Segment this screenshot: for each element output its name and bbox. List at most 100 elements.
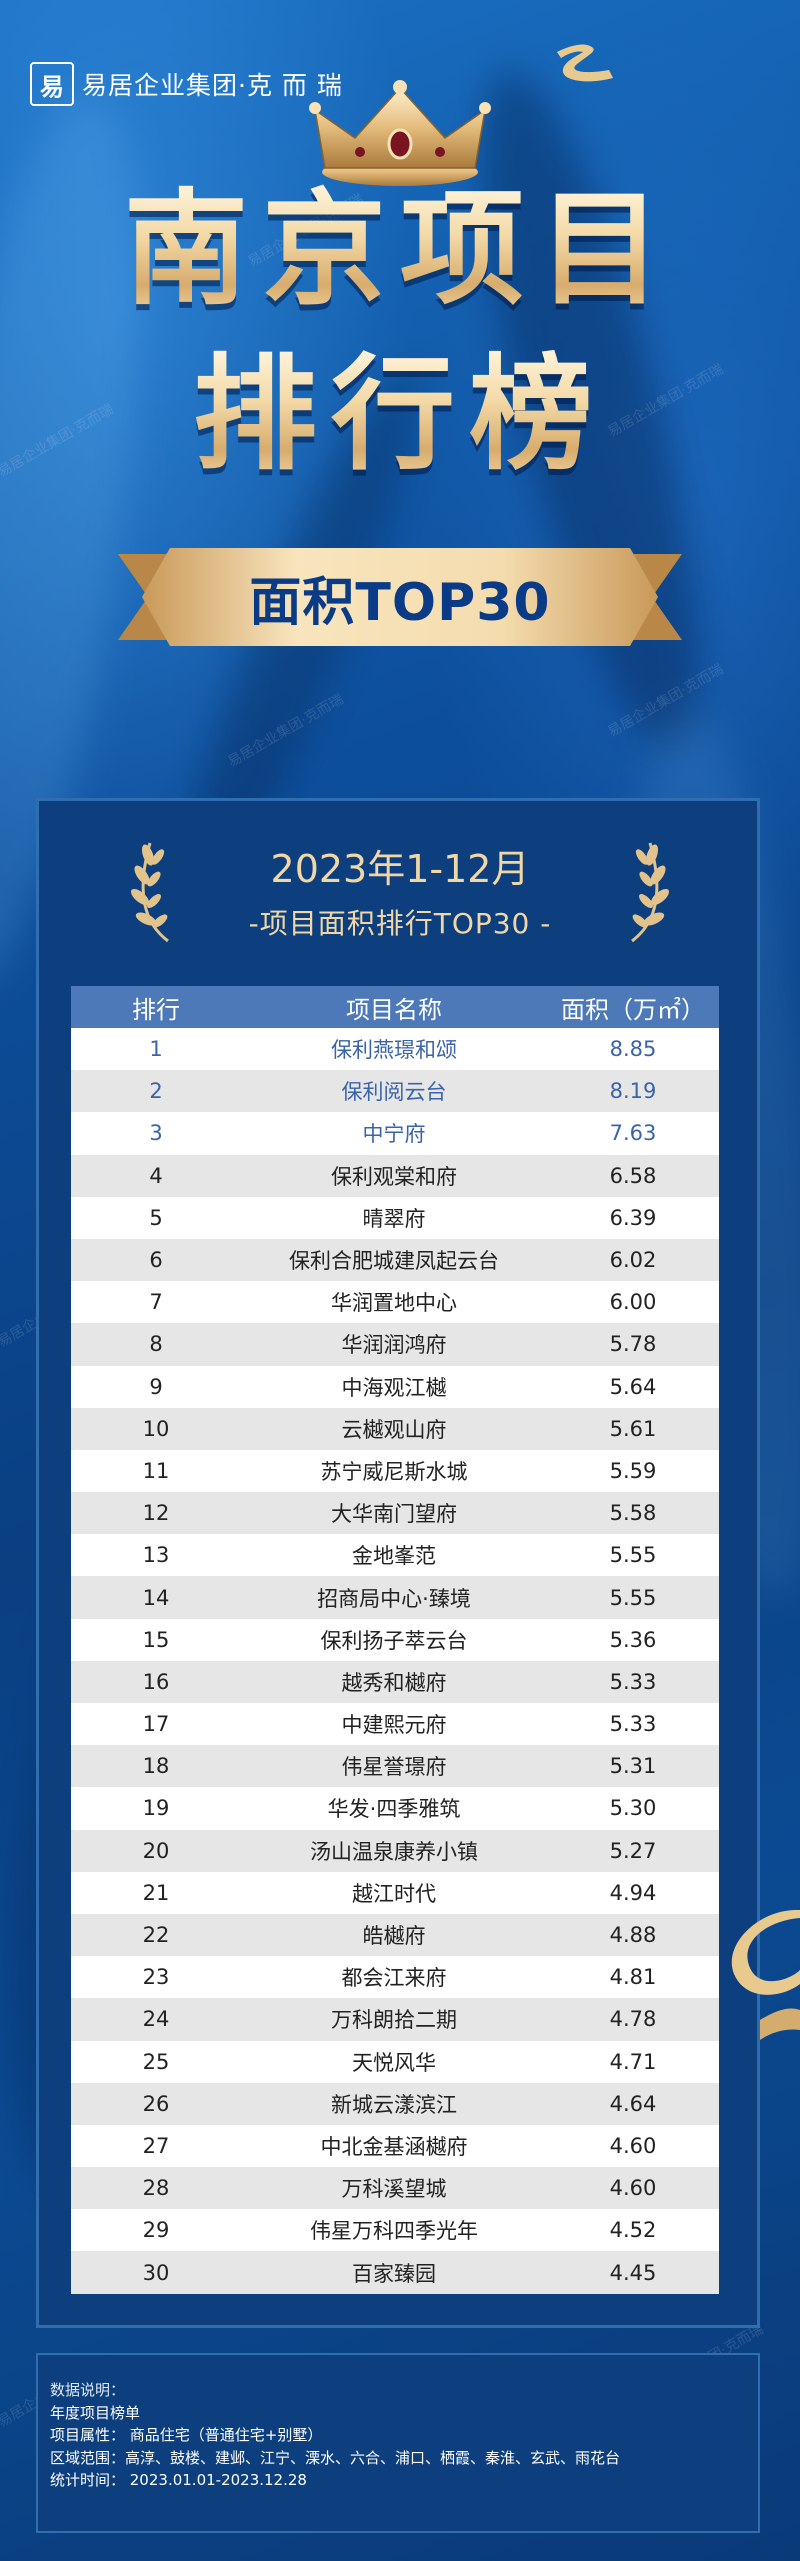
project-name-cell: 保利合肥城建凤起云台 [241, 1238, 547, 1282]
area-cell: 5.31 [547, 1745, 719, 1788]
title-line1-shadow: 南京项目 [0, 186, 800, 326]
area-cell: 4.64 [547, 2082, 719, 2125]
rank-cell: 7 [71, 1281, 241, 1324]
project-name-cell: 天悦风华 [241, 2040, 547, 2083]
area-cell: 6.58 [547, 1154, 719, 1197]
project-name-cell: 华润润鸿府 [241, 1323, 547, 1366]
area-cell: 4.71 [547, 2040, 719, 2083]
rank-cell: 15 [71, 1618, 241, 1661]
project-name-cell: 伟星誉璟府 [241, 1745, 547, 1788]
table-header-row: 排行 项目名称 面积（万㎡） [71, 986, 719, 1028]
crown-icon [309, 80, 491, 186]
rank-cell: 8 [71, 1323, 241, 1366]
table-row: 19 华发·四季雅筑 5.30 [71, 1787, 719, 1830]
project-name-cell: 都会江来府 [241, 1956, 547, 1999]
table-row: 9 中海观江樾 5.64 [71, 1365, 719, 1408]
project-name-cell: 晴翠府 [241, 1196, 547, 1239]
rank-cell: 28 [71, 2167, 241, 2210]
area-cell: 5.55 [547, 1576, 719, 1619]
rank-cell: 16 [71, 1660, 241, 1703]
table-row: 14 招商局中心·臻境 5.55 [71, 1576, 719, 1619]
table-row: 10 云樾观山府 5.61 [71, 1407, 719, 1450]
rank-cell: 14 [71, 1576, 241, 1619]
brand-name: 易居企业集团·克 而 瑞 [82, 71, 343, 100]
notes-line: 统计时间： 2023.01.01-2023.12.28 [50, 2471, 307, 2489]
table-row: 12 大华南门望府 5.58 [71, 1492, 719, 1535]
header-area: 面积（万㎡） [547, 986, 719, 1028]
project-name-cell: 招商局中心·臻境 [241, 1576, 547, 1619]
project-name-cell: 华润置地中心 [241, 1281, 547, 1324]
project-name-cell: 百家臻园 [241, 2251, 547, 2294]
table-row: 18 伟星誉璟府 5.31 [71, 1745, 719, 1788]
rank-cell: 26 [71, 2082, 241, 2125]
project-name-cell: 伟星万科四季光年 [241, 2209, 547, 2252]
page-title-line2: 排行榜 [0, 345, 800, 485]
brand-logo-group: 易 易居企业集团·克 而 瑞 [30, 62, 343, 106]
rank-cell: 29 [71, 2209, 241, 2252]
table-row: 6 保利合肥城建凤起云台 6.02 [71, 1238, 719, 1282]
area-cell: 4.88 [547, 1913, 719, 1957]
laurel-left-icon [130, 842, 169, 943]
rank-cell: 3 [71, 1112, 241, 1155]
area-cell: 6.39 [547, 1196, 719, 1239]
area-cell: 5.55 [547, 1534, 719, 1577]
area-cell: 5.64 [547, 1365, 719, 1408]
panel-subtitle: -项目面积排行TOP30 - [248, 907, 552, 940]
table-row: 11 苏宁威尼斯水城 5.59 [71, 1449, 719, 1493]
table-row: 8 华润润鸿府 5.78 [71, 1323, 719, 1366]
project-name-cell: 大华南门望府 [241, 1492, 547, 1535]
area-cell: 8.85 [547, 1028, 719, 1071]
area-cell: 4.52 [547, 2209, 719, 2252]
table-row: 5 晴翠府 6.39 [71, 1196, 719, 1239]
project-name-cell: 华发·四季雅筑 [241, 1787, 547, 1830]
header-project-name: 项目名称 [241, 986, 547, 1028]
project-name-cell: 中海观江樾 [241, 1365, 547, 1408]
rank-cell: 1 [71, 1028, 241, 1071]
area-cell: 4.94 [547, 1871, 719, 1914]
project-name-cell: 万科溪望城 [241, 2167, 547, 2210]
table-row: 21 越江时代 4.94 [71, 1871, 719, 1914]
rank-cell: 13 [71, 1534, 241, 1577]
table-row: 24 万科朗拾二期 4.78 [71, 1998, 719, 2041]
ranking-table: 排行 项目名称 面积（万㎡） 1 保利燕璟和颂 8.85 2 保利阅云台 8.19 3 中宁府… [71, 986, 719, 2294]
title-line2-shadow: 排行榜 [0, 351, 800, 491]
page-title-line1: 南京项目 [0, 180, 800, 320]
project-name-cell: 中北金基涵樾府 [241, 2124, 547, 2168]
project-name-cell: 中宁府 [241, 1112, 547, 1155]
project-name-cell: 越秀和樾府 [241, 1660, 547, 1703]
area-cell: 5.58 [547, 1492, 719, 1535]
notes-line: 项目属性： 商品住宅（普通住宅+别墅） [50, 2426, 323, 2444]
table-row: 13 金地峯范 5.55 [71, 1534, 719, 1577]
table-row: 23 都会江来府 4.81 [71, 1956, 719, 1999]
brand-logo-icon: 易 [30, 62, 74, 106]
project-name-cell: 金地峯范 [241, 1534, 547, 1577]
table-row: 25 天悦风华 4.71 [71, 2040, 719, 2083]
rank-cell: 11 [71, 1449, 241, 1493]
area-cell: 5.30 [547, 1787, 719, 1830]
rank-cell: 24 [71, 1998, 241, 2041]
rank-cell: 27 [71, 2124, 241, 2168]
area-cell: 4.45 [547, 2251, 719, 2294]
table-row: 1 保利燕璟和颂 8.85 [71, 1028, 719, 1071]
area-cell: 4.78 [547, 1998, 719, 2041]
table-row: 29 伟星万科四季光年 4.52 [71, 2209, 719, 2252]
project-name-cell: 新城云漾滨江 [241, 2082, 547, 2125]
table-row: 28 万科溪望城 4.60 [71, 2167, 719, 2210]
project-name-cell: 万科朗拾二期 [241, 1998, 547, 2041]
area-cell: 7.63 [547, 1112, 719, 1155]
rank-cell: 19 [71, 1787, 241, 1830]
table-row: 22 皓樾府 4.88 [71, 1913, 719, 1957]
area-cell: 6.02 [547, 1238, 719, 1282]
table-row: 20 汤山温泉康养小镇 5.27 [71, 1829, 719, 1872]
area-cell: 8.19 [547, 1070, 719, 1113]
area-cell: 5.78 [547, 1323, 719, 1366]
rank-cell: 20 [71, 1829, 241, 1872]
table-row: 26 新城云漾滨江 4.64 [71, 2082, 719, 2125]
table-row: 17 中建熙元府 5.33 [71, 1703, 719, 1746]
project-name-cell: 保利观棠和府 [241, 1154, 547, 1197]
area-cell: 4.60 [547, 2167, 719, 2210]
rank-cell: 5 [71, 1196, 241, 1239]
rank-cell: 21 [71, 1871, 241, 1914]
banner-label: 面积TOP30 [249, 572, 551, 633]
project-name-cell: 保利阅云台 [241, 1070, 547, 1113]
